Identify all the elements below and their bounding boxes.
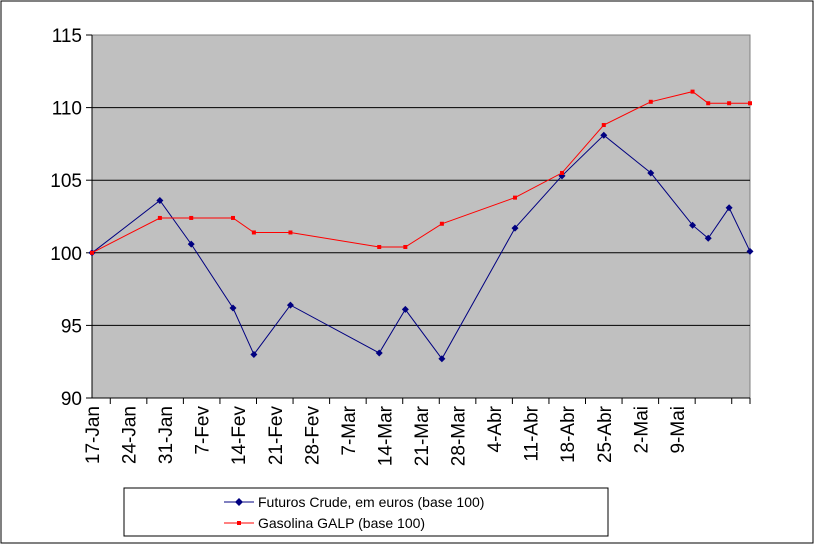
plot-area [91, 34, 751, 399]
x-tick-label: 28-Mar [449, 405, 470, 466]
legend-label-crude: Futuros Crude, em euros (base 100) [258, 494, 484, 510]
series-0-point-9 [511, 224, 519, 232]
y-tick-label: 105 [50, 171, 82, 192]
legend-box [123, 487, 609, 537]
x-tick-label: 7-Mar [339, 405, 360, 455]
legend-label-galp: Gasolina GALP (base 100) [258, 515, 425, 531]
series-1-point-7 [403, 244, 408, 249]
series-1-point-10 [560, 170, 564, 175]
series-0-point-2 [187, 240, 195, 248]
series-0-point-13 [689, 221, 697, 229]
series-1-point-14 [706, 101, 711, 106]
series-0-point-16 [746, 247, 754, 255]
series-1-point-5 [288, 230, 293, 235]
series-0-point-14 [704, 234, 712, 242]
x-tick-label: 11-Abr [522, 405, 543, 461]
series-1-point-1 [157, 215, 162, 220]
y-tick-label: 95 [61, 316, 82, 337]
y-tick-label: 100 [50, 244, 82, 265]
series-0-point-8 [438, 355, 446, 363]
series-1-point-2 [189, 215, 194, 220]
series-1-point-12 [648, 99, 653, 104]
axes: 90 95 100 105 110 115 17-Jan 24-Jan 31-Jan 7-Fev 1… [50, 26, 751, 466]
x-tick-label: 14-Fev [229, 406, 250, 466]
series-0-point-5 [286, 301, 294, 309]
x-tick-label: 31-Jan [156, 406, 177, 464]
x-tick-label: 4-Abr [485, 405, 506, 452]
x-tick-label: 9-Mai [668, 406, 689, 454]
series-layer [88, 89, 754, 363]
y-tick-label: 115 [52, 26, 82, 47]
series-1-point-6 [377, 244, 382, 249]
series-0-point-7 [401, 305, 409, 313]
x-tick-label: 7-Fev [193, 406, 214, 455]
series-0-point-15 [725, 204, 733, 212]
y-tick-label: 90 [61, 389, 82, 410]
series-1-point-8 [439, 221, 444, 226]
series-1-point-4 [251, 230, 256, 235]
series-0-point-12 [647, 169, 655, 177]
series-1-point-0 [90, 250, 94, 255]
x-tick-label: 28-Fev [302, 406, 323, 466]
series-0-point-6 [375, 349, 383, 357]
x-tick-label: 14-Mar [375, 405, 396, 466]
legend-marker-galp [237, 521, 241, 525]
x-tick-label: 2-Mai [631, 406, 652, 454]
legend: Futuros Crude, em euros (base 100) Gasol… [123, 487, 609, 537]
legend-marker-crude [235, 498, 243, 506]
x-tick-label: 25-Abr [595, 405, 616, 463]
series-1-point-11 [601, 123, 606, 128]
x-tick-label: 18-Abr [558, 405, 579, 463]
y-tick-label: 110 [52, 99, 82, 120]
series-0-point-3 [229, 304, 237, 312]
gridlines [92, 107, 750, 326]
series-1-point-15 [727, 101, 732, 106]
series-0-point-1 [156, 197, 164, 205]
series-0-point-11 [600, 131, 608, 139]
series-0-point-4 [250, 350, 258, 358]
series-1-point-16 [748, 101, 752, 106]
series-1-point-13 [690, 89, 695, 94]
series-1-point-9 [513, 195, 517, 200]
x-tick-label: 21-Mar [412, 405, 433, 466]
x-tick-label: 17-Jan [83, 406, 104, 464]
series-1-point-3 [231, 215, 235, 220]
x-tick-label: 24-Jan [120, 406, 141, 464]
x-tick-label: 21-Fev [266, 406, 287, 466]
